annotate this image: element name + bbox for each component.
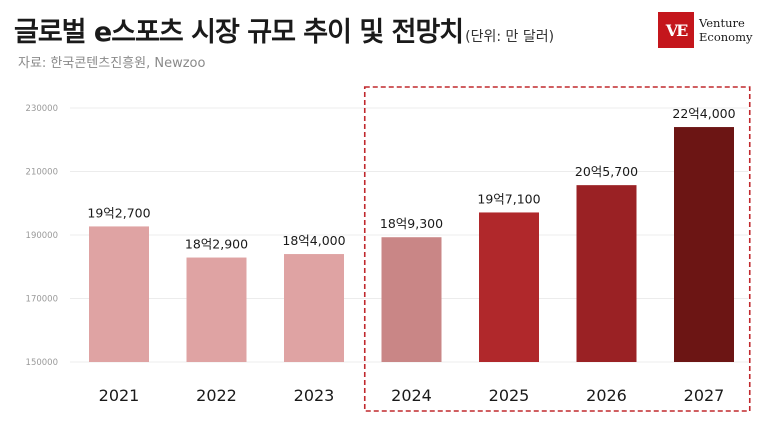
y-tick-label: 230000 xyxy=(26,104,58,114)
y-tick-label: 210000 xyxy=(26,168,58,178)
unit-note: (단위: 만 달러) xyxy=(465,29,555,45)
forecast-highlight-box xyxy=(363,86,751,412)
logo-line-2: Economy xyxy=(699,30,753,44)
data-label: 18억9,300 xyxy=(380,216,443,231)
bar-2021 xyxy=(89,226,149,362)
logo: VE Venture Economy xyxy=(658,11,753,49)
chart-title: 글로벌 e스포츠 시장 규모 추이 및 전망치 (단위: 만 달러) xyxy=(14,17,555,48)
data-label: 18억4,000 xyxy=(282,233,345,248)
x-tick-label: 2026 xyxy=(586,386,627,405)
x-tick-label: 2027 xyxy=(684,386,725,405)
x-tick-label: 2025 xyxy=(489,386,530,405)
bar-2022 xyxy=(186,257,247,362)
source-note: 자료: 한국콘텐츠진흥원, Newzoo xyxy=(18,56,206,71)
data-label: 18억2,900 xyxy=(185,237,248,252)
logo-text: Venture Economy xyxy=(699,16,753,44)
logo-line-1: Venture xyxy=(699,16,745,30)
bar-2026 xyxy=(576,185,637,362)
x-tick-label: 2021 xyxy=(99,386,140,405)
x-tick-label: 2024 xyxy=(391,386,432,405)
bar-2025 xyxy=(479,212,539,362)
data-label: 19억2,700 xyxy=(87,205,150,220)
x-tick-label: 2022 xyxy=(196,386,237,405)
y-tick-label: 170000 xyxy=(26,295,58,305)
y-tick-label: 190000 xyxy=(26,231,58,241)
data-label: 22억4,000 xyxy=(672,106,735,121)
y-tick-label: 150000 xyxy=(26,358,58,368)
bar-2023 xyxy=(284,254,344,362)
logo-mark: VE xyxy=(658,12,694,48)
x-tick-label: 2023 xyxy=(294,386,335,405)
data-label: 19억7,100 xyxy=(477,191,540,206)
data-label: 20억5,700 xyxy=(575,164,638,179)
bar-2024 xyxy=(381,237,442,362)
bar-2027 xyxy=(674,127,734,362)
